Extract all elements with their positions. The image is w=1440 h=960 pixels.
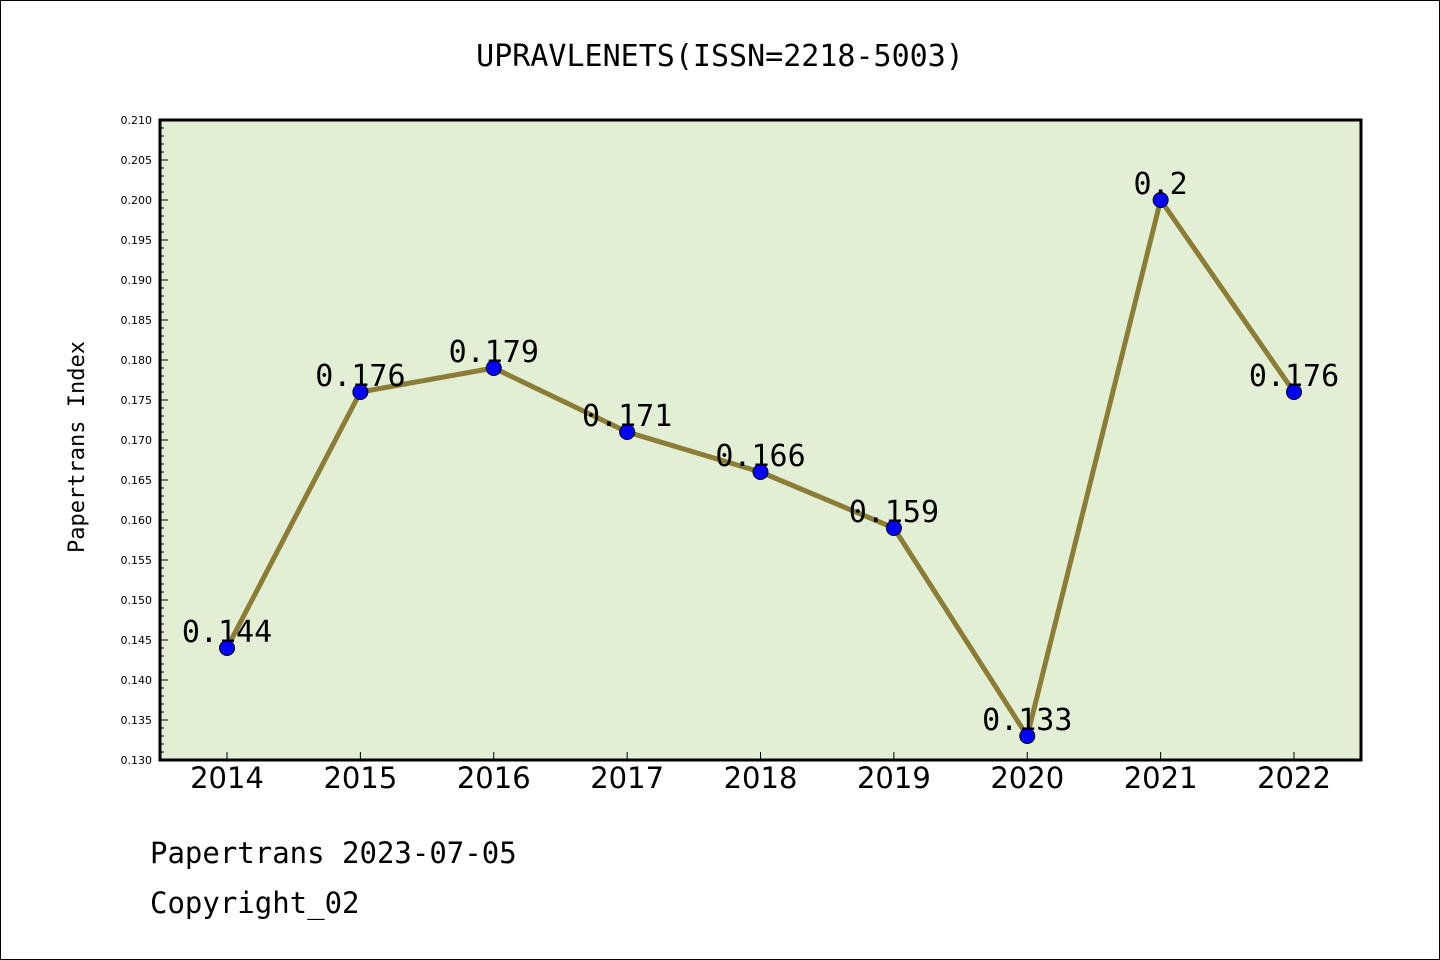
data-label: 0.2 (1134, 167, 1188, 202)
x-tick-label: 2022 (1257, 761, 1331, 795)
y-tick-label: 0.190 (121, 274, 153, 287)
y-tick-label: 0.135 (121, 714, 153, 727)
y-tick-label: 0.140 (121, 674, 153, 687)
x-tick-label: 2015 (323, 761, 397, 795)
data-labels: 0.144 0.176 0.179 0.171 0.166 0.159 0.133 0.2 0.… (182, 167, 1339, 738)
y-tick-label: 0.160 (121, 514, 153, 527)
chart-title: UPRAVLENETS(ISSN=2218-5003) (476, 39, 964, 74)
y-tick-label: 0.205 (121, 154, 153, 167)
y-tick-label: 0.200 (121, 194, 153, 207)
x-tick-label: 2016 (457, 761, 531, 795)
data-point (1019, 728, 1036, 744)
data-label: 0.176 (315, 359, 405, 394)
data-point (352, 384, 369, 400)
y-tick-label: 0.165 (121, 474, 153, 487)
x-axis: 2014 2015 2016 2017 2018 2019 2020 2021 2022 (190, 752, 1331, 795)
data-point (752, 464, 769, 480)
y-tick-label: 0.185 (121, 314, 153, 327)
data-label: 0.176 (1249, 359, 1339, 394)
y-tick-label: 0.145 (121, 634, 153, 647)
x-tick-label: 2019 (857, 761, 931, 795)
data-point (1152, 192, 1169, 208)
y-tick-label: 0.130 (121, 754, 153, 767)
x-tick-label: 2014 (190, 761, 264, 795)
footer-copyright-line: Copyright_02 (150, 886, 360, 920)
data-markers (219, 192, 1302, 744)
y-tick-label: 0.175 (121, 394, 153, 407)
data-label: 0.179 (449, 335, 539, 370)
y-tick-label: 0.210 (121, 114, 153, 127)
footer-date-line: Papertrans 2023-07-05 (150, 836, 517, 870)
plot-area (158, 118, 1363, 762)
x-tick-label: 2017 (590, 761, 664, 795)
y-axis-label: Papertrans Index (65, 341, 90, 553)
data-point (1286, 384, 1302, 400)
y-tick-label: 0.180 (121, 354, 153, 367)
x-tick-label: 2021 (1124, 761, 1198, 795)
data-point (885, 520, 902, 536)
data-point (219, 640, 235, 656)
y-tick-label: 0.155 (121, 554, 153, 567)
data-label: 0.171 (582, 399, 672, 434)
data-label: 0.144 (182, 615, 272, 650)
x-tick-label: 2018 (724, 761, 798, 795)
y-tick-label: 0.150 (121, 594, 153, 607)
data-point (485, 360, 502, 376)
data-label: 0.166 (715, 439, 805, 474)
y-tick-label: 0.170 (121, 434, 153, 447)
x-tick-label: 2020 (990, 761, 1064, 795)
data-label: 0.159 (849, 495, 939, 530)
y-tick-label: 0.195 (121, 234, 153, 247)
data-point (619, 424, 636, 440)
data-label: 0.133 (982, 703, 1072, 738)
y-axis: 0.130 0.135 0.140 0.145 0.150 0.155 0.160 0.165… (121, 114, 168, 767)
